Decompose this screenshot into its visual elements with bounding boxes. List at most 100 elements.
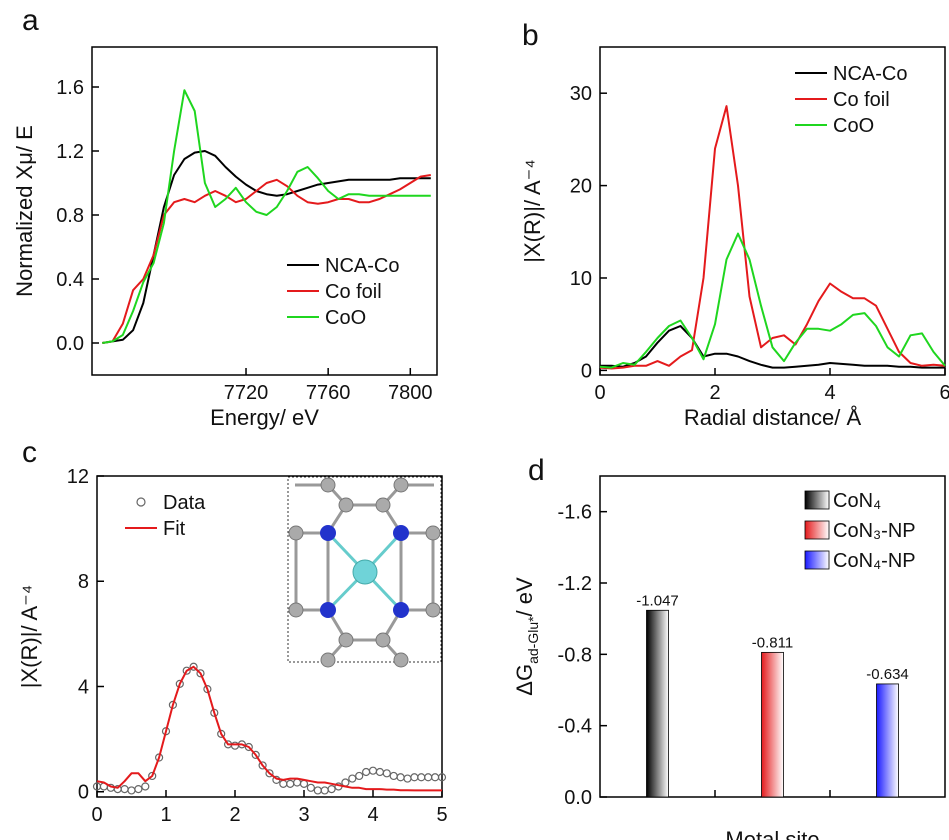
data-point (349, 775, 356, 782)
y-tick-label: 30 (570, 83, 592, 105)
x-tick-label: 7800 (388, 382, 433, 404)
y-tick-label: 12 (67, 466, 89, 488)
y-tick-label: 0.0 (56, 333, 84, 355)
y-label-sub: ad-Glu* (525, 616, 541, 664)
data-point (301, 780, 308, 787)
data-point (321, 787, 328, 794)
y-tick-label: 0.8 (56, 205, 84, 227)
plot-frame (600, 47, 945, 375)
legend-label: Data (163, 492, 206, 514)
legend-swatch (805, 491, 829, 509)
x-tick-label: 1 (160, 804, 171, 826)
panel: d 0.0 -0.4 -0.8 -1.2 -1.6 ΔGad-Glu*/ eV Metal s… (512, 454, 945, 840)
x-tick-label: 0 (594, 382, 605, 404)
legend-label: CoO (325, 307, 366, 329)
legend-label: Co foil (833, 89, 890, 111)
y-tick-label: -1.6 (558, 502, 592, 524)
series-line (102, 151, 431, 343)
y-label-main: |X(R)|/ A⁻⁴ (17, 585, 42, 688)
data-point (232, 742, 239, 749)
y-label-main: ΔG (512, 664, 537, 696)
bar (762, 652, 784, 797)
y-label-main: Normalized Xμ/ E (12, 125, 37, 297)
data-point (135, 786, 142, 793)
x-tick-label: 6 (939, 382, 949, 404)
series-line (102, 90, 431, 343)
y-axis-label: Normalized Xμ/ E (12, 125, 37, 297)
x-tick-label: 2 (709, 382, 720, 404)
data-point (356, 772, 363, 779)
legend-label: Co foil (325, 281, 382, 303)
x-tick-label: 4 (367, 804, 378, 826)
legend-marker (137, 498, 145, 506)
data-point (128, 787, 135, 794)
data-point (287, 780, 294, 787)
figure: a0.00.40.81.21.6Normalized Xμ/ EEnergy/ … (0, 0, 949, 840)
data-point (307, 784, 314, 791)
y-tick-label: 0 (581, 360, 592, 382)
panel: b0102030|X(R)|/ A⁻⁴Radial distance/ Å024… (520, 19, 949, 430)
x-tick-label: 0 (91, 804, 102, 826)
data-point (404, 775, 411, 782)
x-axis-label: Radial distance/ Å (684, 405, 862, 430)
data-point (370, 767, 377, 774)
data-point (418, 774, 425, 781)
y-label-unit: / eV (512, 577, 537, 616)
data-point (142, 783, 149, 790)
x-axis-label: Metal site (725, 827, 819, 840)
x-tick-label: 2 (229, 804, 240, 826)
legend-label: CoN₄ (833, 490, 881, 512)
legend-label: CoN₄-NP (833, 550, 916, 572)
y-tick-label: 0.0 (564, 787, 592, 809)
y-tick-label: 10 (570, 268, 592, 290)
y-axis-label: |X(R)|/ A⁻⁴ (17, 585, 42, 688)
series-line (600, 106, 945, 368)
x-tick-label: 7760 (306, 382, 351, 404)
x-axis-label: Energy/ eV (210, 405, 319, 430)
bar (647, 610, 669, 797)
panel-label: a (22, 4, 39, 37)
y-tick-label: 0 (78, 782, 89, 804)
panel-label: c (22, 436, 37, 469)
y-tick-label: 8 (78, 571, 89, 593)
x-tick-label: 5 (436, 804, 447, 826)
data-point (432, 774, 439, 781)
value-label: -1.047 (636, 592, 679, 609)
y-axis-label: |X(R)|/ A⁻⁴ (520, 159, 545, 262)
structure-inset (288, 477, 441, 667)
data-point (376, 769, 383, 776)
value-label: -0.634 (866, 666, 909, 683)
data-point (363, 769, 370, 776)
y-axis-label: ΔGad-Glu*/ eV (512, 577, 541, 696)
legend-label: NCA-Co (325, 255, 399, 277)
value-label: -0.811 (752, 634, 793, 651)
y-tick-label: -0.4 (558, 716, 592, 738)
y-tick-label: 1.6 (56, 77, 84, 99)
x-tick-label: 7720 (224, 382, 269, 404)
panel-label: b (522, 19, 539, 52)
data-point (383, 770, 390, 777)
series-line (600, 234, 945, 368)
data-point (314, 787, 321, 794)
y-tick-label: -1.2 (558, 573, 592, 595)
x-tick-label: 3 (298, 804, 309, 826)
data-point (342, 779, 349, 786)
legend-swatch (805, 551, 829, 569)
legend-label: Fit (163, 518, 186, 540)
cobalt-atom (353, 560, 377, 584)
y-tick-label: 1.2 (56, 141, 84, 163)
y-label-main: |X(R)|/ A⁻⁴ (520, 159, 545, 262)
bar (877, 684, 899, 797)
legend-label: CoO (833, 115, 874, 137)
panel: a0.00.40.81.21.6Normalized Xμ/ EEnergy/ … (12, 4, 437, 430)
y-tick-label: -0.8 (558, 644, 592, 666)
data-point (425, 774, 432, 781)
data-point (397, 774, 404, 781)
legend-swatch (805, 521, 829, 539)
y-tick-label: 4 (78, 676, 89, 698)
panel-label: d (528, 454, 545, 487)
data-point (411, 774, 418, 781)
y-tick-label: 20 (570, 176, 592, 198)
data-point (328, 786, 335, 793)
data-point (390, 772, 397, 779)
